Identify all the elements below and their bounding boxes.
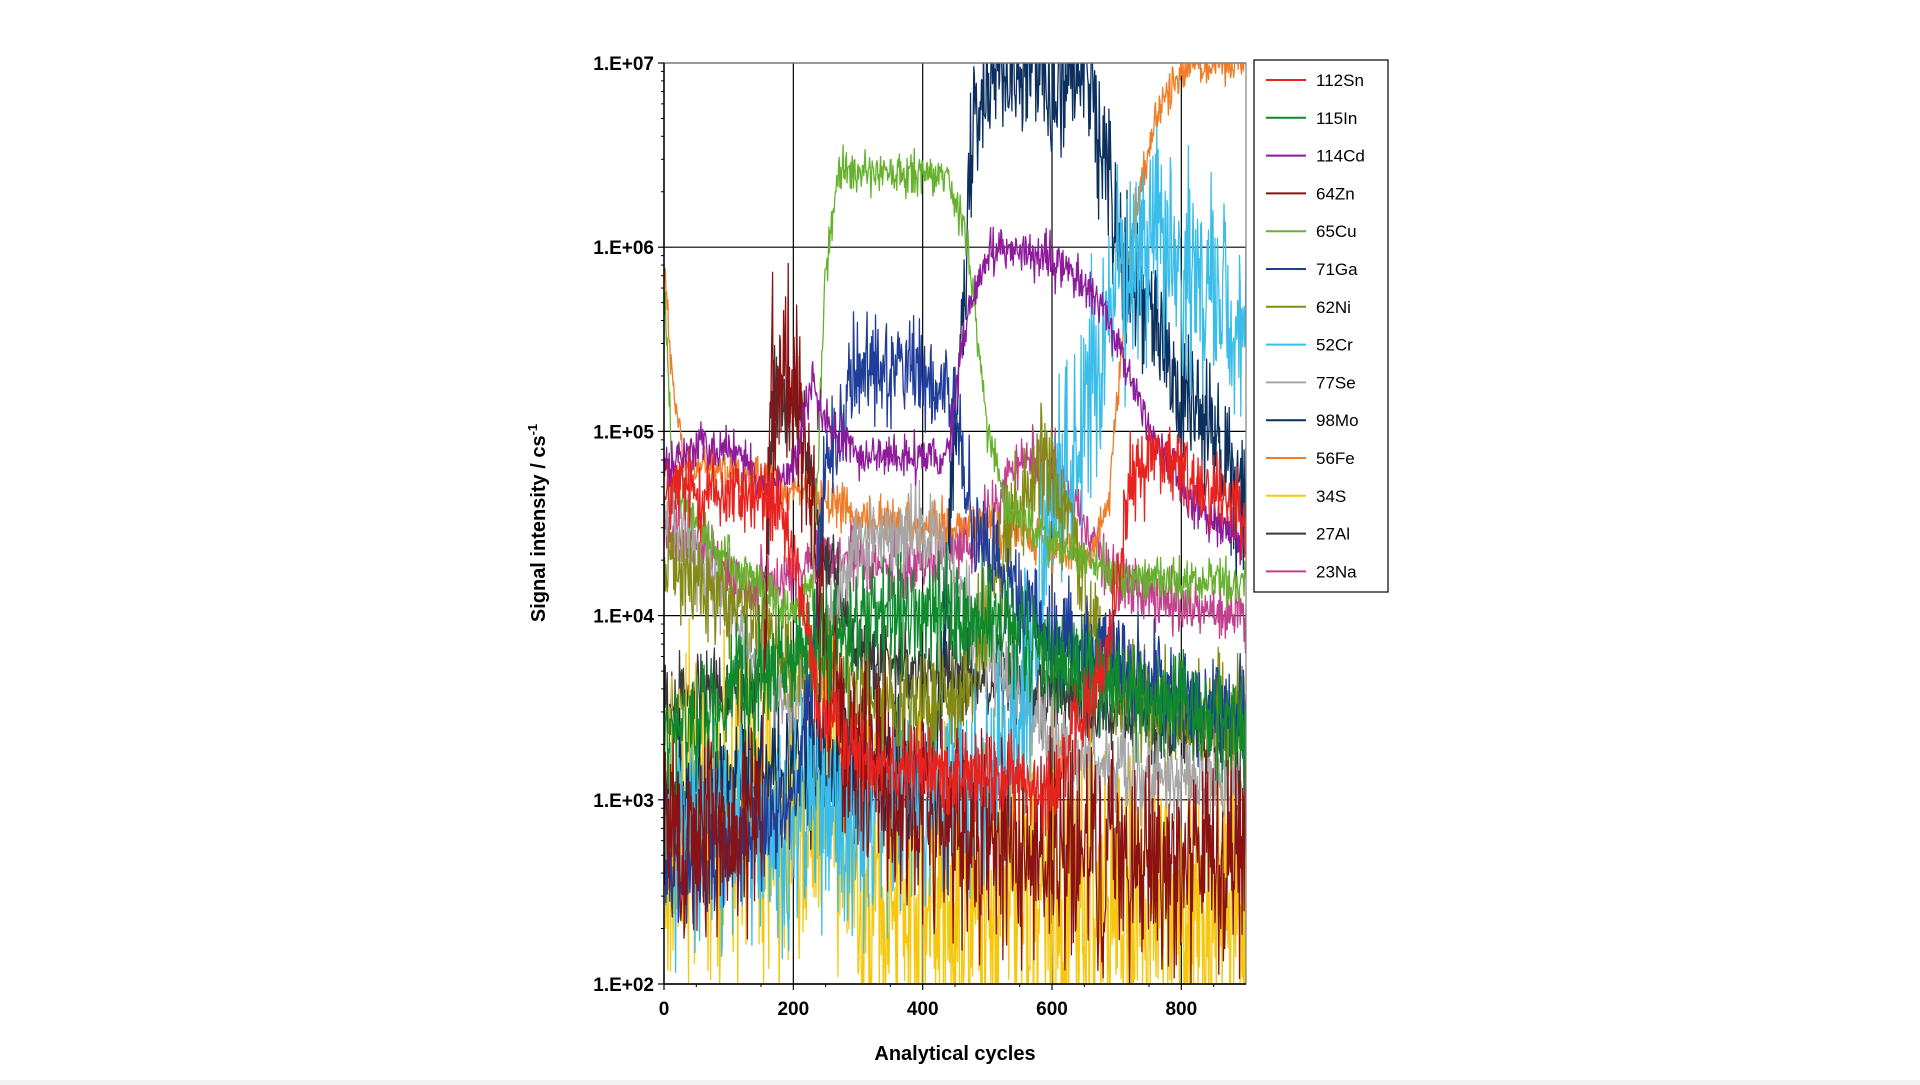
- legend-label: 23Na: [1316, 562, 1357, 581]
- x-tick-label: 800: [1165, 999, 1197, 1020]
- legend-box: [1253, 59, 1389, 593]
- x-axis-title: Analytical cycles: [874, 1043, 1035, 1065]
- x-tick-label: 200: [777, 999, 809, 1020]
- series-line: [664, 262, 1246, 984]
- legend-label: 98Mo: [1316, 411, 1359, 430]
- legend-label: 77Se: [1316, 373, 1356, 392]
- y-tick-label: 1.E+05: [593, 422, 654, 443]
- y-axis-title-main: Signal intensity / cs: [528, 435, 550, 622]
- legend-label: 115In: [1316, 109, 1357, 128]
- legend-label: 112Sn: [1316, 71, 1364, 90]
- legend-label: 52Cr: [1316, 336, 1353, 355]
- axes: 1.E+02 1.E+03 1.E+04 1.E+05 1.E+06 1.E+07 0 200…: [593, 54, 1246, 1020]
- y-tick-label: 1.E+06: [593, 238, 654, 259]
- y-tick-label: 1.E+02: [593, 975, 654, 996]
- legend-label: 64Zn: [1316, 184, 1355, 203]
- series-line: [664, 541, 1246, 796]
- legend-label: 71Ga: [1316, 260, 1358, 279]
- chart: 1.E+02 1.E+03 1.E+04 1.E+05 1.E+06 1.E+07 0 200…: [525, 54, 1389, 1065]
- y-tick-label: 1.E+03: [593, 791, 654, 812]
- series-line: [664, 402, 1246, 777]
- y-axis-title: Signal intensity / cs-1: [525, 424, 550, 622]
- legend-label: 56Fe: [1316, 449, 1355, 468]
- y-tick-label: 1.E+04: [593, 607, 654, 628]
- right-margin: [1426, 0, 1920, 1080]
- legend-label: 27Al: [1316, 525, 1350, 544]
- x-tick-label: 0: [659, 999, 670, 1020]
- y-tick-label: 1.E+07: [593, 54, 654, 75]
- legend: 112Sn 115In 114Cd 64Zn 65Cu 71Ga 62Ni 52Cr 77Se 9…: [1253, 59, 1389, 593]
- x-tick-label: 600: [1036, 999, 1068, 1020]
- y-axis-title-superscript: -1: [525, 424, 540, 436]
- series-line: [664, 311, 1246, 925]
- series-line: [664, 144, 1246, 629]
- series-line: [664, 424, 1246, 654]
- x-tick-label: 400: [907, 999, 939, 1020]
- legend-label: 62Ni: [1316, 298, 1351, 317]
- left-margin: [0, 0, 516, 1080]
- legend-label: 34S: [1316, 487, 1346, 506]
- series-layer: [664, 63, 1246, 984]
- chart-panel: 1.E+02 1.E+03 1.E+04 1.E+05 1.E+06 1.E+07 0 200…: [516, 0, 1426, 1080]
- legend-label: 114Cd: [1316, 147, 1365, 166]
- series-line: [664, 426, 1246, 837]
- legend-label: 65Cu: [1316, 222, 1357, 241]
